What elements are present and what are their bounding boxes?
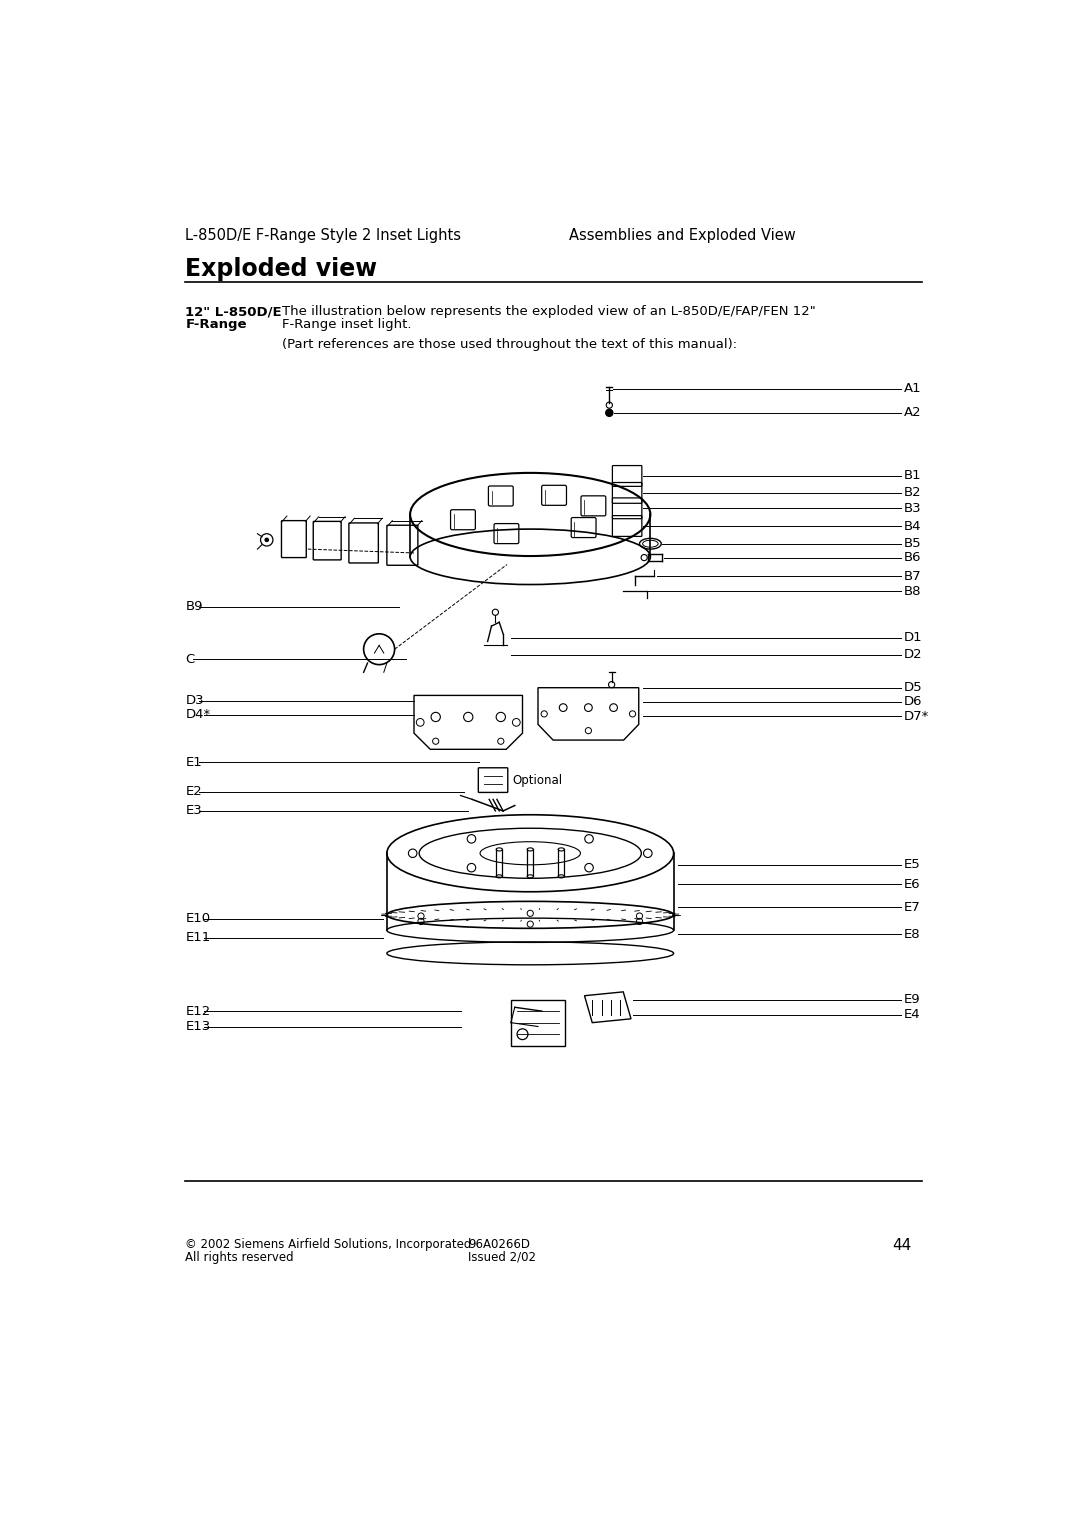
Text: Issued 2/02: Issued 2/02 — [469, 1250, 537, 1264]
Text: D2: D2 — [904, 648, 922, 662]
Text: B8: B8 — [904, 585, 921, 597]
Text: B1: B1 — [904, 469, 921, 483]
Text: B9: B9 — [186, 601, 203, 613]
Text: E5: E5 — [904, 859, 920, 871]
Text: E4: E4 — [904, 1008, 920, 1021]
Circle shape — [265, 538, 269, 542]
Text: D5: D5 — [904, 681, 922, 694]
Text: E2: E2 — [186, 785, 202, 798]
Text: All rights reserved: All rights reserved — [186, 1250, 294, 1264]
Text: E9: E9 — [904, 993, 920, 1005]
Text: 96A0266D: 96A0266D — [469, 1238, 530, 1251]
Text: D6: D6 — [904, 695, 922, 707]
Text: E3: E3 — [186, 804, 202, 817]
Text: E8: E8 — [904, 927, 920, 941]
Text: B3: B3 — [904, 501, 921, 515]
Text: F-Range inset light.: F-Range inset light. — [282, 318, 411, 332]
Circle shape — [605, 408, 613, 417]
Text: B2: B2 — [904, 486, 921, 500]
Text: A2: A2 — [904, 406, 921, 419]
Text: L-850D/E F-Range Style 2 Inset Lights: L-850D/E F-Range Style 2 Inset Lights — [186, 228, 461, 243]
Text: Assemblies and Exploded View: Assemblies and Exploded View — [569, 228, 796, 243]
Text: E13: E13 — [186, 1021, 211, 1033]
Text: 12" L-850D/E: 12" L-850D/E — [186, 306, 282, 318]
Text: Exploded view: Exploded view — [186, 257, 378, 281]
Text: E11: E11 — [186, 932, 211, 944]
Text: E12: E12 — [186, 1004, 211, 1018]
Text: A1: A1 — [904, 382, 921, 396]
Text: Optional: Optional — [512, 773, 563, 787]
Text: C: C — [186, 652, 194, 666]
Text: B6: B6 — [904, 552, 921, 564]
Text: © 2002 Siemens Airfield Solutions, Incorporated: © 2002 Siemens Airfield Solutions, Incor… — [186, 1238, 472, 1251]
Text: B4: B4 — [904, 520, 921, 533]
Text: E7: E7 — [904, 900, 920, 914]
Text: B5: B5 — [904, 538, 921, 550]
Text: 44: 44 — [893, 1238, 912, 1253]
Text: (Part references are those used throughout the text of this manual):: (Part references are those used througho… — [282, 338, 738, 351]
Text: E10: E10 — [186, 912, 211, 926]
Text: The illustration below represents the exploded view of an L-850D/E/FAP/FEN 12": The illustration below represents the ex… — [282, 306, 816, 318]
Text: D3: D3 — [186, 694, 204, 707]
Bar — [511, 999, 565, 1045]
Text: D4*: D4* — [186, 707, 211, 721]
Text: B7: B7 — [904, 570, 921, 582]
Text: F-Range: F-Range — [186, 318, 247, 332]
Text: E6: E6 — [904, 877, 920, 891]
Text: E1: E1 — [186, 756, 202, 769]
Text: D1: D1 — [904, 631, 922, 645]
Text: D7*: D7* — [904, 709, 929, 723]
